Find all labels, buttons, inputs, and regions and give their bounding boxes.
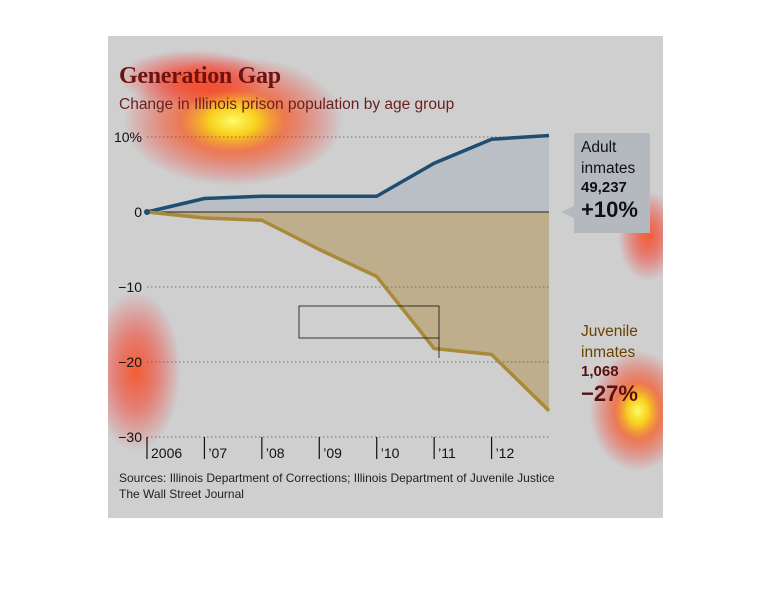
area-fill-1 <box>147 212 549 411</box>
juvenile-change: −27% <box>581 381 638 406</box>
adult-callout-pointer <box>561 206 574 218</box>
x-tick-label: ’07 <box>208 445 227 461</box>
publisher-credit: The Wall Street Journal <box>119 487 244 501</box>
juvenile-label-line1: Juvenile <box>581 323 638 340</box>
y-tick-label: −10 <box>118 279 142 295</box>
juvenile-label-line2: inmates <box>581 344 636 361</box>
series-line-adult <box>146 133 550 214</box>
y-tick-label: 10% <box>114 129 142 145</box>
origin-point <box>144 209 150 215</box>
chart-title: Generation Gap <box>119 63 281 89</box>
x-tick-label: ’12 <box>496 445 515 461</box>
adult-count: 49,237 <box>581 179 627 196</box>
adult-inmates-callout: Adult inmates 49,237 +10% <box>574 133 650 233</box>
x-tick-label: ’10 <box>381 445 400 461</box>
annotation-box <box>298 305 440 339</box>
juvenile-inmates-callout: Juvenile inmates 1,068 −27% <box>574 319 650 415</box>
juvenile-count: 1,068 <box>581 363 619 380</box>
y-tick-label: −30 <box>118 429 142 445</box>
series-line-juvenile <box>146 210 551 413</box>
y-tick-label: 0 <box>134 204 142 220</box>
attention-heatmap-overlay <box>108 50 663 471</box>
y-tick-label: −20 <box>118 354 142 370</box>
chart-panel: 10% 0 −10 −20 −30 2006 ’07 ’08 ’09 ’10 ’11 ’12 Gen… <box>108 36 663 518</box>
chart-subtitle: Change in Illinois prison population by … <box>119 96 455 113</box>
x-tick-label: ’09 <box>323 445 342 461</box>
x-tick-label: ’08 <box>266 445 285 461</box>
x-tick-label: ’11 <box>438 445 456 461</box>
sources-note: Sources: Illinois Department of Correcti… <box>119 471 555 485</box>
line-chart: 10% 0 −10 −20 −30 2006 ’07 ’08 ’09 ’10 ’11 ’12 <box>114 129 574 461</box>
adult-change: +10% <box>581 197 638 222</box>
area-fill-0 <box>147 135 549 212</box>
adult-label-line1: Adult <box>581 139 617 156</box>
x-tick-label: 2006 <box>151 445 182 461</box>
adult-label-line2: inmates <box>581 160 636 177</box>
